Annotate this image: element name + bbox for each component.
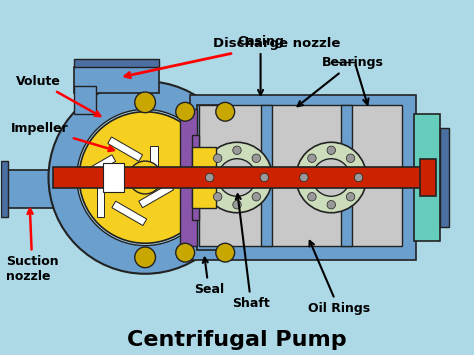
Bar bbox=[190, 95, 416, 260]
Circle shape bbox=[233, 146, 241, 154]
Bar bbox=[103, 163, 124, 192]
Bar bbox=[53, 167, 421, 188]
Circle shape bbox=[252, 154, 261, 163]
Bar bbox=[197, 105, 225, 250]
Text: Volute: Volute bbox=[16, 75, 100, 116]
Circle shape bbox=[213, 154, 222, 163]
Circle shape bbox=[128, 161, 162, 194]
Bar bbox=[112, 201, 146, 225]
Bar bbox=[199, 105, 402, 246]
Bar bbox=[74, 59, 159, 67]
Circle shape bbox=[346, 154, 355, 163]
Bar bbox=[150, 146, 158, 181]
Bar bbox=[181, 109, 197, 246]
Bar bbox=[74, 86, 96, 114]
Circle shape bbox=[216, 243, 235, 262]
Bar bbox=[97, 181, 104, 217]
Text: Casing: Casing bbox=[237, 36, 284, 95]
Text: Seal: Seal bbox=[194, 258, 224, 296]
Circle shape bbox=[355, 173, 363, 182]
Text: Impeller: Impeller bbox=[11, 122, 114, 151]
Circle shape bbox=[201, 142, 273, 213]
Text: Discharge nozzle: Discharge nozzle bbox=[125, 37, 341, 78]
Bar bbox=[108, 137, 143, 161]
Bar bbox=[420, 159, 437, 196]
Circle shape bbox=[205, 173, 214, 182]
Circle shape bbox=[312, 159, 350, 196]
Circle shape bbox=[308, 154, 316, 163]
Circle shape bbox=[233, 201, 241, 209]
Circle shape bbox=[296, 142, 366, 213]
Circle shape bbox=[252, 192, 261, 201]
Bar bbox=[439, 128, 449, 227]
Circle shape bbox=[77, 109, 213, 246]
Bar bbox=[1, 161, 9, 217]
Circle shape bbox=[135, 247, 155, 268]
Text: Shaft: Shaft bbox=[232, 194, 270, 310]
Circle shape bbox=[260, 173, 269, 182]
Bar bbox=[1, 170, 63, 208]
Bar bbox=[341, 105, 353, 246]
Circle shape bbox=[135, 92, 155, 113]
Circle shape bbox=[216, 102, 235, 121]
Circle shape bbox=[213, 192, 222, 201]
Text: Oil Rings: Oil Rings bbox=[308, 241, 370, 315]
Circle shape bbox=[327, 146, 336, 154]
Bar bbox=[192, 135, 199, 220]
Circle shape bbox=[79, 112, 211, 243]
Circle shape bbox=[176, 243, 195, 262]
Bar bbox=[414, 114, 439, 241]
Circle shape bbox=[308, 192, 316, 201]
Bar bbox=[192, 147, 216, 208]
Circle shape bbox=[176, 102, 195, 121]
Bar bbox=[74, 67, 159, 93]
Circle shape bbox=[218, 159, 256, 196]
Bar bbox=[81, 155, 116, 179]
Circle shape bbox=[48, 81, 242, 274]
Circle shape bbox=[327, 201, 336, 209]
Text: Suction
nozzle: Suction nozzle bbox=[6, 209, 59, 283]
Bar bbox=[139, 183, 173, 208]
Circle shape bbox=[300, 173, 308, 182]
Text: Bearings: Bearings bbox=[298, 56, 383, 106]
Circle shape bbox=[346, 192, 355, 201]
Bar bbox=[261, 105, 273, 246]
Text: Centrifugal Pump: Centrifugal Pump bbox=[127, 329, 347, 350]
